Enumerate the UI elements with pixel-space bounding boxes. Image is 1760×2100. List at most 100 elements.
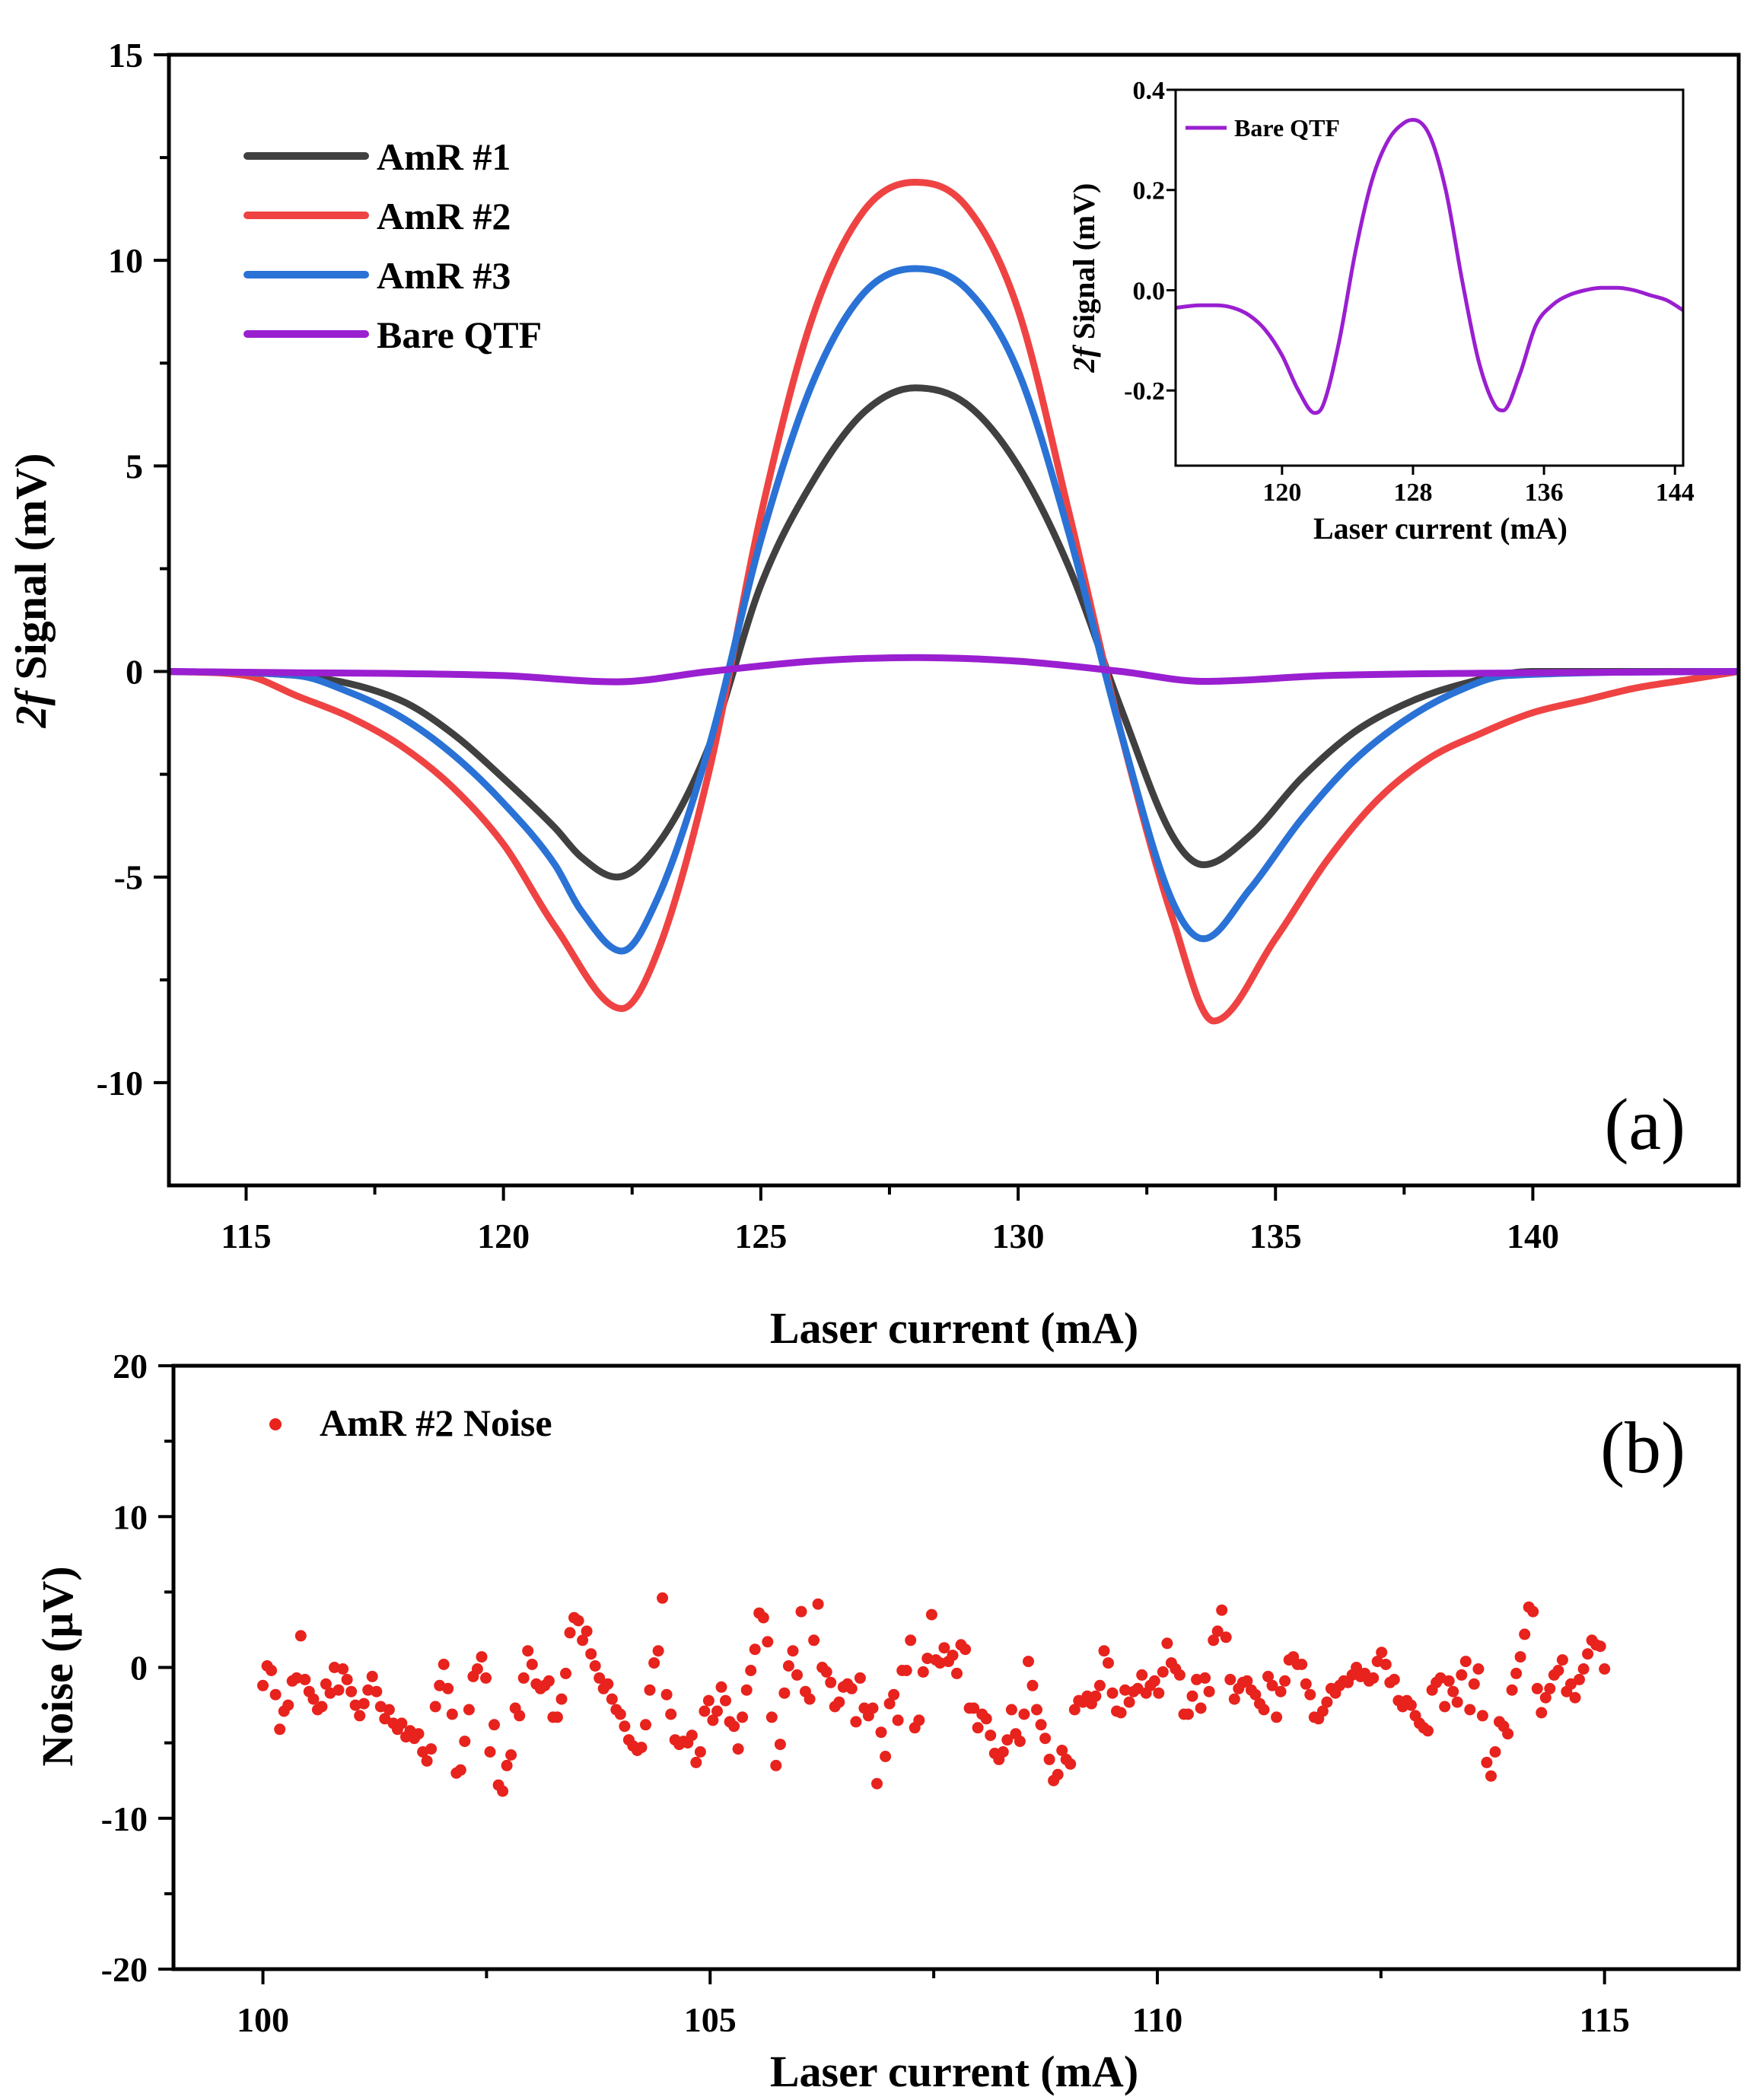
inset-x-tick-label-3: 144 [1656,479,1695,507]
scatter-point-amr-2-noise [1405,1699,1417,1711]
inset-y-tick-label-3: 0.4 [1133,77,1166,105]
scatter-point-amr-2-noise [274,1723,286,1736]
scatter-point-amr-2-noise [1565,1678,1577,1690]
scatter-point-amr-2-noise [820,1666,832,1678]
scatter-point-amr-2-noise [665,1708,677,1720]
scatter-point-amr-2-noise [812,1598,824,1610]
a-y-tick-label-1: -5 [114,858,143,897]
scatter-point-amr-2-noise [1262,1670,1274,1682]
scatter-point-amr-2-noise [1026,1679,1039,1691]
panel-a-series-layer [169,179,1739,1025]
panel-b-chart: 100 105 110 115 -20 -10 0 10 20 Laser current (m… [33,1347,1741,2096]
scatter-point-amr-2-noise [1249,1688,1262,1701]
scatter-point-amr-2-noise [614,1708,626,1720]
scatter-point-amr-2-noise [960,1643,972,1656]
inset-background [1176,90,1683,466]
scatter-point-amr-2-noise [1043,1753,1055,1765]
a-x-tick-label-5: 140 [1507,1217,1559,1255]
scatter-point-amr-2-noise [833,1696,845,1708]
scatter-point-amr-2-noise [1594,1640,1606,1653]
scatter-point-amr-2-noise [1510,1667,1523,1679]
scatter-point-amr-2-noise [652,1645,664,1657]
scatter-point-amr-2-noise [396,1717,408,1729]
scatter-point-amr-2-noise [471,1663,483,1675]
scatter-point-amr-2-noise [505,1749,517,1761]
scatter-point-amr-2-noise [581,1625,593,1637]
scatter-point-amr-2-noise [1148,1675,1160,1687]
scatter-point-amr-2-noise [917,1666,929,1678]
panel-a-plot-frame [167,52,1741,1188]
panel-a-chart: 115 120 125 130 135 140 -10 -5 0 5 10 15 Laser curr… [6,36,1741,1353]
scatter-point-amr-2-noise [883,1698,896,1710]
scatter-point-amr-2-noise [765,1711,778,1723]
scatter-point-amr-2-noise [1186,1690,1198,1702]
scatter-point-amr-2-noise [1203,1685,1215,1698]
scatter-point-amr-2-noise [1376,1647,1388,1659]
scatter-point-amr-2-noise [1531,1682,1543,1694]
scatter-point-amr-2-noise [1035,1719,1047,1731]
scatter-point-amr-2-noise [871,1777,883,1790]
inset-y-tick-label-2: 0.2 [1133,177,1166,205]
a-y-tick-label-0: -10 [97,1064,143,1102]
panel-a-x-axis-title: Laser current (mA) [770,1303,1138,1353]
scatter-point-amr-2-noise [728,1720,740,1732]
b-x-tick-label-2: 110 [1132,2000,1182,2039]
scatter-point-amr-2-noise [694,1746,706,1758]
scatter-point-amr-2-noise [854,1672,866,1684]
series-line-amr-2 [169,179,1739,1025]
scatter-point-amr-2-noise [1476,1710,1488,1722]
scatter-point-amr-2-noise [762,1636,774,1648]
scatter-point-amr-2-noise [947,1650,959,1662]
b-y-tick-label-0: -20 [101,1950,148,1989]
legend-label-amr-3: AmR #3 [377,254,511,297]
scatter-point-amr-2-noise [888,1688,900,1701]
panel-b-series-layer [257,1592,1611,1797]
scatter-point-amr-2-noise [690,1756,702,1768]
scatter-point-amr-2-noise [454,1764,466,1776]
scatter-point-amr-2-noise [1228,1693,1240,1705]
scatter-point-amr-2-noise [337,1663,349,1675]
panel-b-y-axis-title: Noise (μV) [33,1566,82,1766]
scatter-point-amr-2-noise [379,1713,391,1725]
scatter-point-amr-2-noise [1502,1728,1514,1740]
scatter-point-amr-2-noise [1216,1604,1228,1616]
scatter-point-amr-2-noise [412,1728,425,1740]
scatter-point-amr-2-noise [1241,1675,1253,1687]
panel-b-legend: AmR #2 Noise [269,1402,552,1444]
scatter-point-amr-2-noise [589,1660,601,1672]
legend-marker-amr-2-noise [269,1418,282,1430]
scatter-point-amr-2-noise [358,1698,370,1710]
a-y-tick-label-5: 15 [108,36,143,75]
scatter-point-amr-2-noise [1119,1684,1131,1696]
panel-a-legend: AmR #1 AmR #2 AmR #3 Bare QTF [243,135,542,356]
scatter-point-amr-2-noise [333,1684,345,1696]
scatter-point-amr-2-noise [795,1605,807,1618]
scatter-point-amr-2-noise [968,1702,980,1714]
scatter-point-amr-2-noise [299,1673,311,1685]
scatter-point-amr-2-noise [720,1694,731,1707]
scatter-point-amr-2-noise [1023,1656,1034,1668]
scatter-point-amr-2-noise [1316,1705,1329,1717]
scatter-point-amr-2-noise [501,1759,513,1771]
scatter-point-amr-2-noise [980,1713,992,1725]
scatter-point-amr-2-noise [442,1682,454,1694]
legend-label-bare-qtf: Bare QTF [377,313,542,356]
scatter-point-amr-2-noise [282,1699,294,1711]
scatter-point-amr-2-noise [921,1653,934,1665]
scatter-point-amr-2-noise [1304,1688,1316,1701]
inset-y-axis-title-italic: 2f [1067,344,1101,373]
inset-x-tick-label-0: 120 [1262,479,1301,507]
scatter-point-amr-2-noise [1052,1768,1064,1780]
scatter-point-amr-2-noise [560,1667,571,1679]
scatter-point-amr-2-noise [1211,1625,1224,1637]
scatter-point-amr-2-noise [1220,1631,1232,1643]
scatter-point-amr-2-noise [808,1634,820,1647]
scatter-point-amr-2-noise [1422,1725,1434,1737]
panel-a-y-axis-title-italic: 2f [6,686,56,728]
scatter-point-amr-2-noise [1506,1684,1518,1696]
panel-a-ticks: 115 120 125 130 135 140 -10 -5 0 5 10 15 [97,36,1559,1255]
scatter-point-amr-2-noise [1001,1734,1014,1746]
b-x-tick-label-3: 115 [1579,2000,1629,2039]
scatter-point-amr-2-noise [934,1657,946,1669]
